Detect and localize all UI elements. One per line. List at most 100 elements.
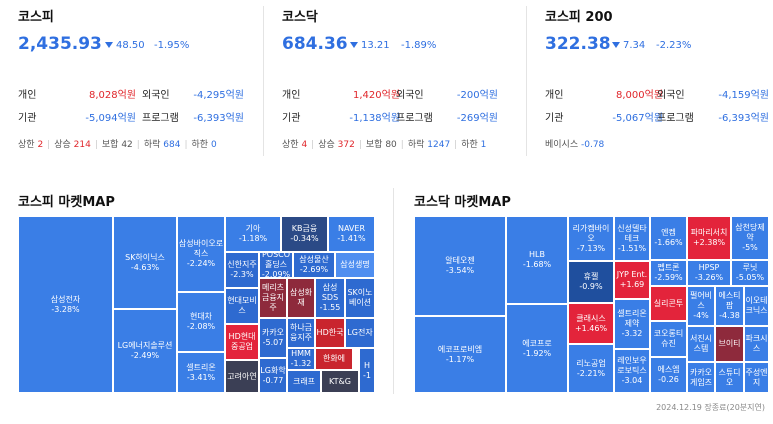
- kosdaq-stock-tile[interactable]: 파마리서치 +2.38%: [687, 216, 731, 260]
- tile-change: -1.55: [319, 303, 341, 312]
- kospi-stock-tile[interactable]: 신한지주 -2.3%: [225, 252, 259, 288]
- kospi-stock-tile[interactable]: 하나금융지주: [287, 318, 315, 348]
- kospi-stock-tile[interactable]: 삼성바이오로직스 -2.24%: [177, 216, 225, 292]
- kospi-stock-tile[interactable]: 카카오 -5.07: [259, 318, 287, 358]
- tile-name: KT&G: [329, 376, 351, 386]
- tile-change: -2.69%: [299, 265, 329, 274]
- index-change: 13.21: [350, 40, 390, 51]
- tile-name: 삼성물산: [299, 255, 329, 264]
- index-name[interactable]: 코스피: [18, 10, 54, 25]
- tile-change: -1.92%: [522, 348, 552, 358]
- kosdaq-stock-tile[interactable]: 루닛 -5.05%: [731, 260, 769, 286]
- kosdaq-stock-tile[interactable]: 에스엠 -0.26: [650, 357, 687, 393]
- tile-change: -2.49%: [130, 351, 160, 360]
- kosdaq-stock-tile[interactable]: 삼천당제약 -5%: [731, 216, 769, 260]
- index-name[interactable]: 코스피 200: [545, 10, 613, 25]
- kospi-stock-tile[interactable]: SK이노베이션: [345, 278, 375, 318]
- kospi-stock-tile[interactable]: 셀트리온 -3.41%: [177, 352, 225, 393]
- kospi-stock-tile[interactable]: 고려아연: [225, 360, 259, 393]
- index-name[interactable]: 코스닥: [282, 10, 318, 25]
- kosdaq-stock-tile[interactable]: 레인보우로보틱스 -3.04: [614, 349, 650, 393]
- kospi-stock-tile[interactable]: 삼성생명: [335, 252, 375, 278]
- kospi-stock-tile[interactable]: 메리츠금융지주: [259, 278, 287, 318]
- kospi-stock-tile[interactable]: 삼성물산 -2.69%: [293, 252, 335, 278]
- kosdaq-stock-tile[interactable]: 펩트론 -2.59%: [650, 260, 687, 286]
- kospi-stock-tile[interactable]: KB금융 -0.34%: [281, 216, 328, 252]
- tile-change: -3.54%: [445, 266, 475, 275]
- index-panel-kospi[interactable]: 코스피 2,435.93 48.50 -1.95% 개인 8,028억원 외국인…: [18, 0, 244, 160]
- tile-change: -3.04: [621, 376, 643, 385]
- kospi-stock-tile[interactable]: 현대모비스: [225, 288, 259, 324]
- down-arrow-icon: [105, 42, 113, 48]
- kospi-stock-tile[interactable]: 크래프: [287, 370, 321, 393]
- kosdaq-stock-tile[interactable]: 리가켐바이오 -7.13%: [568, 216, 614, 261]
- kosdaq-stock-tile[interactable]: 에코프로비엠 -1.17%: [414, 316, 506, 393]
- tile-name: 루닛: [742, 263, 758, 272]
- kosdaq-stock-tile[interactable]: 알테오젠 -3.54%: [414, 216, 506, 316]
- kosdaq-stock-tile[interactable]: 파크시스: [744, 326, 769, 362]
- tile-name: 삼성생명: [340, 260, 370, 269]
- tile-name: 메리츠금융지주: [261, 283, 285, 312]
- tile-name: HPSP: [698, 263, 720, 272]
- kospi-stock-tile[interactable]: 삼성SDS -1.55: [315, 278, 345, 318]
- kosdaq-stock-tile[interactable]: 서진시스템: [687, 326, 715, 362]
- kosdaq-stock-tile[interactable]: 브이티: [715, 326, 744, 362]
- tile-name: 신성델타테크: [617, 223, 647, 243]
- kosdaq-stock-tile[interactable]: 리노공업 -2.21%: [568, 344, 614, 393]
- tile-name: 삼성전자: [50, 294, 81, 304]
- index-change: 7.34: [612, 40, 645, 51]
- kospi-stock-tile[interactable]: LG에너지솔루션 -2.49%: [113, 309, 177, 393]
- kospi-stock-tile[interactable]: LG화학 -0.77: [259, 358, 287, 393]
- investor-value: 8,028억원: [88, 90, 136, 101]
- kospi-stock-tile[interactable]: HD현대중공업: [225, 324, 259, 360]
- kospi-stock-tile[interactable]: POSCO홀딩스 -2.09%: [259, 252, 293, 278]
- kosdaq-stock-tile[interactable]: 에코프로 -1.92%: [506, 304, 568, 393]
- kosdaq-stock-tile[interactable]: HLB -1.68%: [506, 216, 568, 304]
- tile-name: LG에너지솔루션: [117, 341, 173, 350]
- tile-change: -5.07: [262, 338, 284, 347]
- kosdaq-stock-tile[interactable]: 코오롱티슈진: [650, 321, 687, 357]
- kosdaq-stock-tile[interactable]: 실리콘투: [650, 286, 687, 321]
- kosdaq-stock-tile[interactable]: 주성엔지: [744, 362, 769, 393]
- kosdaq-map-title[interactable]: 코스닥 마켓MAP: [414, 195, 511, 210]
- tile-change: -3.32: [621, 329, 643, 338]
- kosdaq-stock-tile[interactable]: 카카오게임즈: [687, 362, 715, 393]
- kosdaq-stock-tile[interactable]: 스튜디오: [715, 362, 744, 393]
- kosdaq-stock-tile[interactable]: 셀트리온제약 -3.32: [614, 299, 650, 349]
- tile-name: 코오롱티슈진: [653, 329, 684, 348]
- tile-change: -1.66%: [654, 238, 683, 247]
- kospi-stock-tile[interactable]: 현대차 -2.08%: [177, 292, 225, 352]
- kospi-map-title[interactable]: 코스피 마켓MAP: [18, 195, 115, 210]
- kospi-stock-tile[interactable]: LG전자: [345, 318, 375, 348]
- kosdaq-stock-tile[interactable]: JYP Ent. +1.69: [614, 261, 650, 299]
- tile-name: 신한지주: [227, 260, 257, 269]
- kosdaq-stock-tile[interactable]: 클래시스 +1.46%: [568, 303, 614, 344]
- kospi-stock-tile[interactable]: 삼성전자 -3.28%: [18, 216, 113, 393]
- tile-change: -2.08%: [186, 322, 216, 331]
- investor-label: 프로그램: [396, 113, 433, 124]
- tile-change: -2.24%: [186, 259, 216, 268]
- kosdaq-stock-tile[interactable]: 에스티팜 -4.38: [715, 286, 744, 326]
- kosdaq-stock-tile[interactable]: HPSP -3.26%: [687, 260, 731, 286]
- tile-name: 현대차: [189, 312, 213, 321]
- index-change-pct: -1.95%: [154, 40, 190, 51]
- kospi-stock-tile[interactable]: SK하이닉스 -4.63%: [113, 216, 177, 309]
- kosdaq-stock-tile[interactable]: 휴젤 -0.9%: [568, 261, 614, 303]
- kospi-stock-tile[interactable]: 삼성화재: [287, 278, 315, 318]
- kospi-stock-tile[interactable]: KT&G: [321, 370, 359, 393]
- tile-name: HD한국: [316, 328, 344, 337]
- index-panel-kosdaq[interactable]: 코스닥 684.36 13.21 -1.89% 개인 1,420억원 외국인 -…: [282, 0, 508, 160]
- kosdaq-stock-tile[interactable]: 펄어비스 -4%: [687, 286, 715, 326]
- kosdaq-stock-tile[interactable]: 신성델타테크 -1.51%: [614, 216, 650, 261]
- kospi-stock-tile[interactable]: 기아 -1.18%: [225, 216, 281, 252]
- kospi-stock-tile[interactable]: NAVER -1.41%: [328, 216, 375, 252]
- kospi-stock-tile[interactable]: H -1: [359, 348, 375, 393]
- kosdaq-stock-tile[interactable]: 이오테크닉스: [744, 286, 769, 326]
- kosdaq-stock-tile[interactable]: 엔켐 -1.66%: [650, 216, 687, 260]
- kospi-stock-tile[interactable]: HD한국: [315, 318, 345, 348]
- tile-name: LG화학: [260, 365, 286, 375]
- index-change-pct: -2.23%: [656, 40, 692, 51]
- kospi-stock-tile[interactable]: 한화에: [315, 348, 353, 370]
- index-panel-kospi200[interactable]: 코스피 200 322.38 7.34 -2.23% 개인 8,000억원 외국…: [545, 0, 771, 160]
- kospi-stock-tile[interactable]: HMM -1.32: [287, 348, 315, 370]
